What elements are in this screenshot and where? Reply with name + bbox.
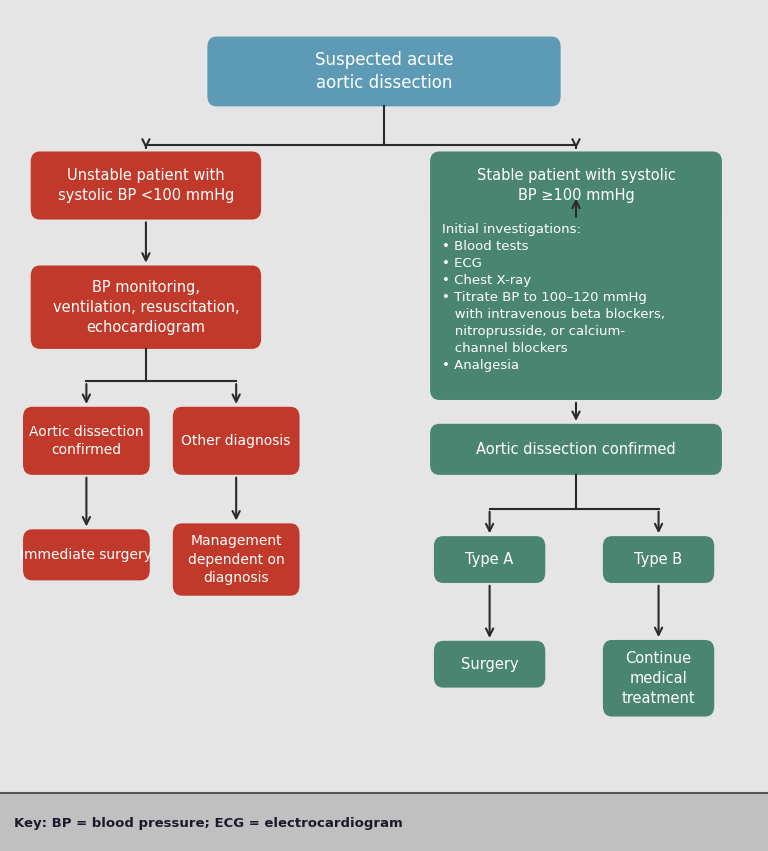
Text: Stable patient with systolic
BP ≥100 mmHg: Stable patient with systolic BP ≥100 mmH… (477, 168, 675, 203)
Text: Initial investigations:
• Blood tests
• ECG
• Chest X-ray
• Titrate BP to 100–12: Initial investigations: • Blood tests • … (442, 223, 664, 373)
Text: BP monitoring,
ventilation, resuscitation,
echocardiogram: BP monitoring, ventilation, resuscitatio… (52, 280, 240, 334)
FancyBboxPatch shape (23, 407, 150, 475)
FancyBboxPatch shape (603, 536, 714, 583)
FancyBboxPatch shape (31, 266, 261, 349)
FancyBboxPatch shape (31, 151, 261, 220)
Text: Suspected acute
aortic dissection: Suspected acute aortic dissection (315, 51, 453, 92)
Text: Type B: Type B (634, 552, 683, 567)
Text: Surgery: Surgery (461, 657, 518, 671)
Text: Other diagnosis: Other diagnosis (181, 434, 291, 448)
Text: Immediate surgery: Immediate surgery (21, 548, 152, 562)
FancyBboxPatch shape (207, 37, 561, 106)
FancyBboxPatch shape (173, 407, 300, 475)
FancyBboxPatch shape (430, 424, 722, 475)
Text: Type A: Type A (465, 552, 514, 567)
Text: Unstable patient with
systolic BP <100 mmHg: Unstable patient with systolic BP <100 m… (58, 168, 234, 203)
FancyBboxPatch shape (173, 523, 300, 596)
Bar (0, 793, 768, 851)
Text: Aortic dissection
confirmed: Aortic dissection confirmed (29, 425, 144, 457)
FancyBboxPatch shape (430, 151, 722, 220)
FancyBboxPatch shape (434, 641, 545, 688)
FancyBboxPatch shape (603, 640, 714, 717)
FancyBboxPatch shape (434, 536, 545, 583)
Text: Key: BP = blood pressure; ECG = electrocardiogram: Key: BP = blood pressure; ECG = electroc… (14, 817, 402, 830)
Text: Aortic dissection confirmed: Aortic dissection confirmed (476, 442, 676, 457)
Text: Continue
medical
treatment: Continue medical treatment (622, 651, 695, 705)
Text: Management
dependent on
diagnosis: Management dependent on diagnosis (188, 534, 284, 585)
FancyBboxPatch shape (430, 196, 722, 400)
FancyBboxPatch shape (23, 529, 150, 580)
